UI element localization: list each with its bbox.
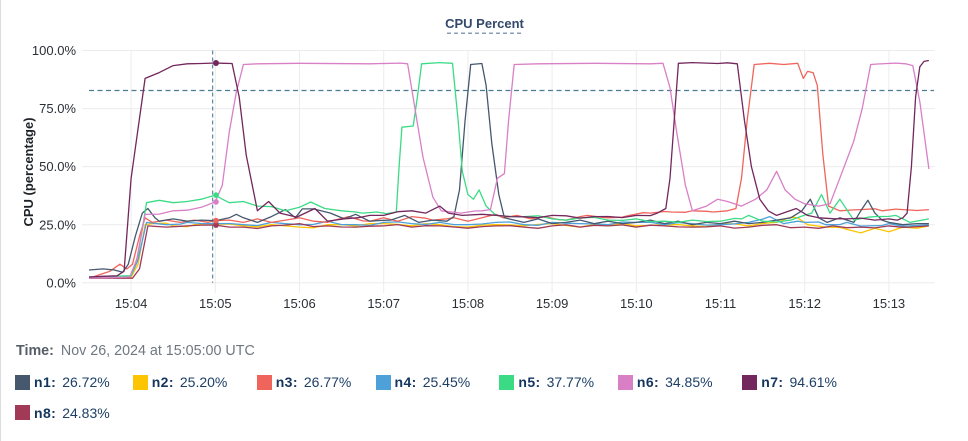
svg-text:15:11: 15:11	[705, 296, 737, 311]
svg-text:15:04: 15:04	[115, 296, 148, 311]
svg-text:15:08: 15:08	[452, 296, 485, 311]
svg-text:100.0%: 100.0%	[32, 43, 77, 58]
svg-text:15:06: 15:06	[283, 296, 316, 311]
svg-text:15:12: 15:12	[788, 296, 821, 311]
svg-text:CPU (percentage): CPU (percentage)	[21, 117, 36, 226]
svg-text:25.0%: 25.0%	[39, 217, 76, 232]
svg-text:15:10: 15:10	[620, 296, 653, 311]
svg-text:0.0%: 0.0%	[46, 275, 76, 290]
svg-text:15:09: 15:09	[536, 296, 569, 311]
svg-text:15:13: 15:13	[873, 296, 906, 311]
svg-text:75.0%: 75.0%	[39, 101, 76, 116]
svg-text:15:05: 15:05	[199, 296, 232, 311]
svg-text:50.0%: 50.0%	[39, 159, 76, 174]
svg-text:15:07: 15:07	[367, 296, 400, 311]
